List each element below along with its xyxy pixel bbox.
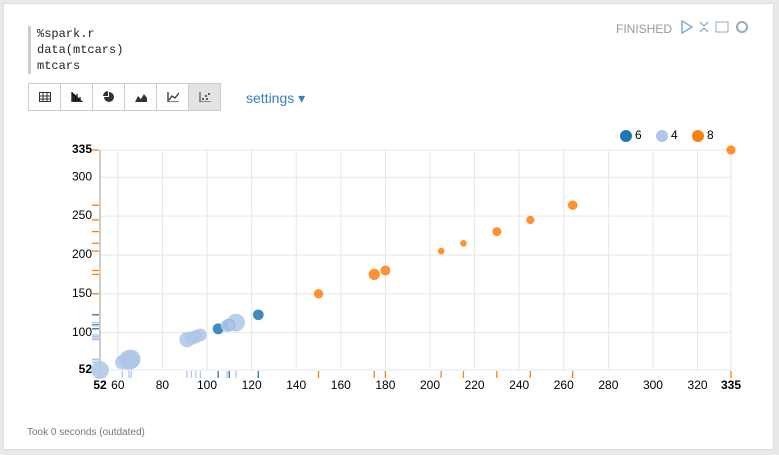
- settings-dropdown[interactable]: settings ▾: [246, 90, 306, 106]
- code-editor[interactable]: %spark.r data(mtcars) mtcars: [28, 26, 123, 74]
- point: [437, 247, 445, 255]
- y-tick-label: 52: [79, 362, 93, 376]
- x-tick-label: 220: [465, 378, 485, 392]
- point: [313, 288, 324, 299]
- point: [368, 268, 380, 281]
- x-tick-label: 240: [509, 378, 529, 392]
- point: [90, 360, 110, 380]
- point: [226, 313, 246, 332]
- x-tick-label: 320: [688, 378, 708, 392]
- hide-output[interactable]: [699, 21, 709, 33]
- point: [252, 309, 264, 321]
- chart-toolbar: [28, 83, 221, 111]
- chart: 52 60 80 100 120 140 160 180 200 220 240 260 280 300 3…: [72, 128, 741, 392]
- bar-button[interactable]: [60, 83, 93, 111]
- settings-gear[interactable]: [736, 21, 748, 33]
- y-tick-label: 250: [72, 208, 92, 222]
- code-line: data(mtcars): [37, 43, 124, 57]
- point: [460, 239, 467, 247]
- scatter-button[interactable]: [188, 83, 221, 111]
- status: FINISHED: [616, 22, 673, 36]
- point: [567, 200, 578, 211]
- x-tick-label: 100: [197, 378, 217, 392]
- table-button[interactable]: [28, 83, 61, 111]
- paragraph-controls: [681, 19, 748, 35]
- legend-swatch: [620, 130, 632, 142]
- legend-label: 8: [707, 128, 714, 142]
- y-tick-label: 200: [72, 247, 92, 261]
- run-button[interactable]: [681, 19, 694, 35]
- point: [526, 215, 535, 225]
- legend-swatch: [656, 130, 668, 142]
- pie-button[interactable]: [92, 83, 125, 111]
- code-line: %spark.r: [37, 27, 95, 41]
- x-tick-label: 180: [375, 378, 395, 392]
- x-tick-label: 120: [242, 378, 262, 392]
- y-tick-label: 300: [72, 169, 92, 183]
- legend-swatch: [692, 130, 704, 142]
- x-tick-label: 260: [554, 378, 574, 392]
- legend-label: 4: [671, 128, 678, 142]
- point: [380, 265, 391, 276]
- code-line: mtcars: [37, 59, 81, 73]
- point: [121, 349, 141, 369]
- settings-label: settings: [246, 90, 295, 106]
- hide-editor[interactable]: [715, 21, 729, 33]
- legend-label: 6: [635, 128, 642, 142]
- x-tick-label: 200: [420, 378, 440, 392]
- x-tick-label: 300: [643, 378, 663, 392]
- area-button[interactable]: [124, 83, 157, 111]
- x-tick-label: 80: [156, 378, 170, 392]
- point: [492, 227, 502, 237]
- x-tick-label: 160: [331, 378, 351, 392]
- point: [193, 328, 207, 342]
- x-tick-label: 335: [721, 378, 741, 392]
- y-tick-label: 335: [72, 142, 92, 156]
- line-button[interactable]: [156, 83, 189, 111]
- x-tick-label: 140: [286, 378, 306, 392]
- x-tick-label: 52: [93, 378, 107, 392]
- x-tick-label: 60: [111, 378, 125, 392]
- x-tick-label: 280: [598, 378, 618, 392]
- y-tick-label: 100: [72, 325, 92, 339]
- point: [726, 145, 736, 155]
- y-tick-label: 150: [72, 286, 92, 300]
- footer: Took 0 seconds (outdated): [27, 427, 145, 438]
